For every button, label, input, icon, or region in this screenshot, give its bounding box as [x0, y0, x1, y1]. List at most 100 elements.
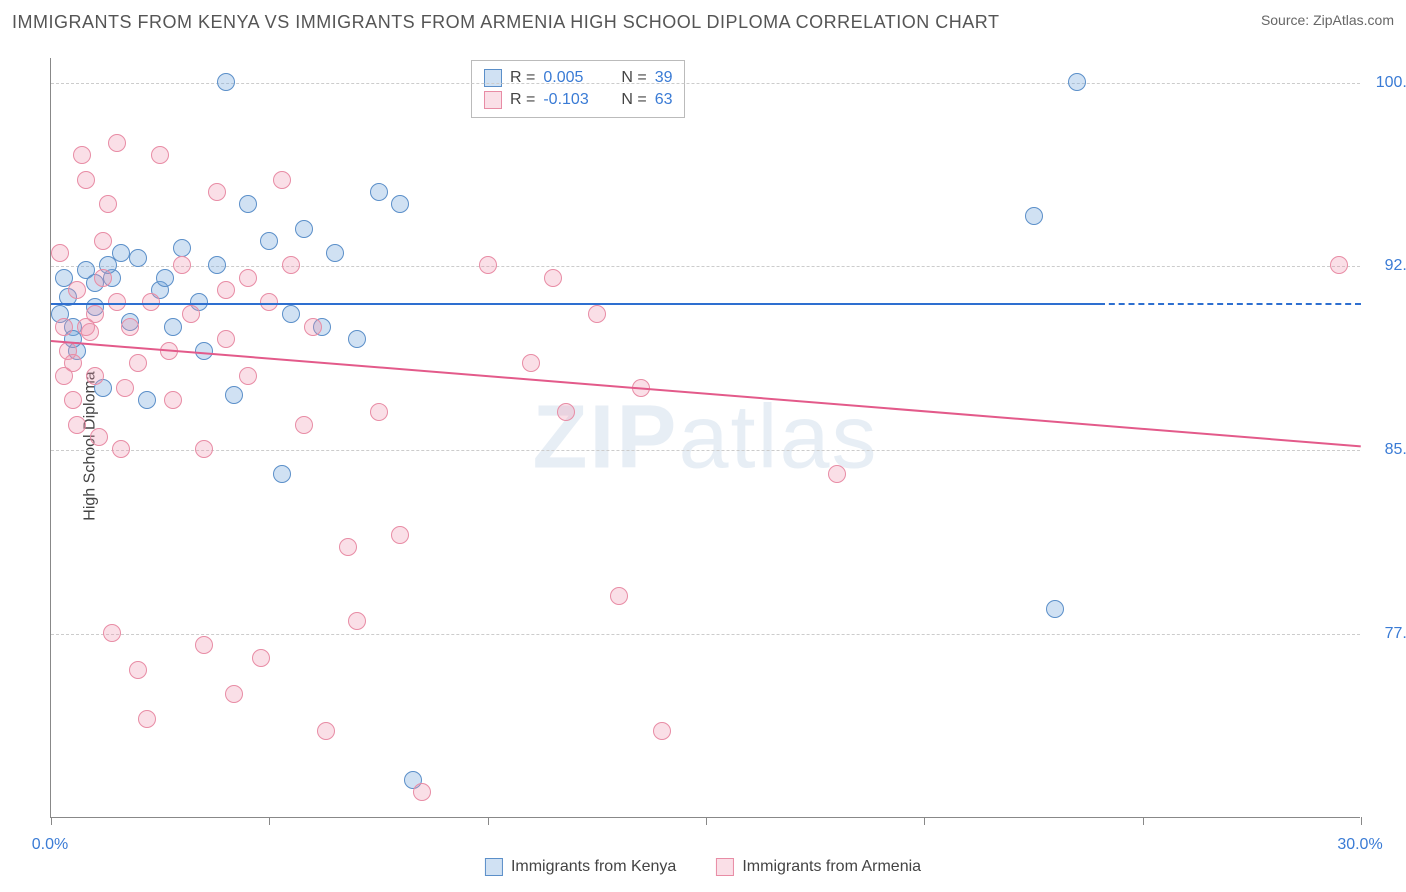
data-point: [208, 256, 226, 274]
x-tick: [269, 817, 270, 825]
data-point: [348, 612, 366, 630]
gridline: [51, 450, 1360, 451]
data-point: [295, 416, 313, 434]
data-point: [282, 256, 300, 274]
stats-legend: R =0.005N =39R =-0.103N =63: [471, 60, 685, 118]
data-point: [217, 330, 235, 348]
x-tick: [706, 817, 707, 825]
data-point: [208, 183, 226, 201]
data-point: [64, 391, 82, 409]
data-point: [77, 318, 95, 336]
data-point: [129, 354, 147, 372]
data-point: [339, 538, 357, 556]
data-point: [108, 134, 126, 152]
data-point: [557, 403, 575, 421]
chart-title: IMMIGRANTS FROM KENYA VS IMMIGRANTS FROM…: [12, 12, 999, 33]
gridline: [51, 634, 1360, 635]
data-point: [94, 269, 112, 287]
stats-legend-row: R =0.005N =39: [484, 67, 672, 89]
data-point: [129, 249, 147, 267]
data-point: [116, 379, 134, 397]
data-point: [182, 305, 200, 323]
x-tick-label: 0.0%: [32, 836, 68, 854]
trend-line: [1099, 303, 1361, 305]
data-point: [239, 195, 257, 213]
stats-legend-row: R =-0.103N =63: [484, 89, 672, 111]
data-point: [99, 195, 117, 213]
plot-area: ZIPatlas R =0.005N =39R =-0.103N =63 77.…: [50, 58, 1360, 818]
data-point: [413, 783, 431, 801]
source-label: Source: ZipAtlas.com: [1261, 12, 1394, 28]
y-tick-label: 92.5%: [1370, 257, 1406, 275]
data-point: [164, 318, 182, 336]
y-tick-label: 85.0%: [1370, 441, 1406, 459]
data-point: [129, 661, 147, 679]
data-point: [828, 465, 846, 483]
data-point: [282, 305, 300, 323]
data-point: [588, 305, 606, 323]
legend-label: Immigrants from Kenya: [511, 858, 676, 876]
data-point: [522, 354, 540, 372]
data-point: [370, 403, 388, 421]
data-point: [304, 318, 322, 336]
data-point: [225, 685, 243, 703]
data-point: [164, 391, 182, 409]
data-point: [1068, 73, 1086, 91]
data-point: [73, 146, 91, 164]
data-point: [51, 244, 69, 262]
data-point: [68, 416, 86, 434]
data-point: [391, 526, 409, 544]
data-point: [239, 269, 257, 287]
legend-swatch: [484, 91, 502, 109]
x-tick: [924, 817, 925, 825]
data-point: [653, 722, 671, 740]
legend-item: Immigrants from Armenia: [716, 858, 921, 876]
data-point: [260, 232, 278, 250]
legend-swatch: [716, 858, 734, 876]
trend-line: [51, 303, 1099, 305]
data-point: [391, 195, 409, 213]
x-tick: [1143, 817, 1144, 825]
data-point: [225, 386, 243, 404]
data-point: [112, 440, 130, 458]
data-point: [68, 281, 86, 299]
legend-swatch: [485, 858, 503, 876]
x-tick: [488, 817, 489, 825]
trend-line: [51, 340, 1361, 447]
data-point: [295, 220, 313, 238]
data-point: [273, 171, 291, 189]
y-tick-label: 100.0%: [1370, 74, 1406, 92]
data-point: [326, 244, 344, 262]
data-point: [138, 391, 156, 409]
y-tick-label: 77.5%: [1370, 625, 1406, 643]
data-point: [1025, 207, 1043, 225]
data-point: [86, 367, 104, 385]
data-point: [610, 587, 628, 605]
data-point: [317, 722, 335, 740]
data-point: [94, 232, 112, 250]
x-tick-label: 30.0%: [1337, 836, 1382, 854]
data-point: [173, 239, 191, 257]
data-point: [217, 73, 235, 91]
data-point: [195, 440, 213, 458]
data-point: [138, 710, 156, 728]
legend-label: Immigrants from Armenia: [742, 858, 921, 876]
data-point: [77, 171, 95, 189]
data-point: [348, 330, 366, 348]
x-tick: [1361, 817, 1362, 825]
data-point: [156, 269, 174, 287]
data-point: [239, 367, 257, 385]
series-legend: Immigrants from Kenya Immigrants from Arm…: [485, 858, 921, 876]
data-point: [217, 281, 235, 299]
data-point: [195, 636, 213, 654]
data-point: [1046, 600, 1064, 618]
x-tick: [51, 817, 52, 825]
data-point: [55, 367, 73, 385]
data-point: [273, 465, 291, 483]
data-point: [55, 318, 73, 336]
gridline: [51, 83, 1360, 84]
legend-swatch: [484, 69, 502, 87]
data-point: [173, 256, 191, 274]
data-point: [544, 269, 562, 287]
data-point: [370, 183, 388, 201]
